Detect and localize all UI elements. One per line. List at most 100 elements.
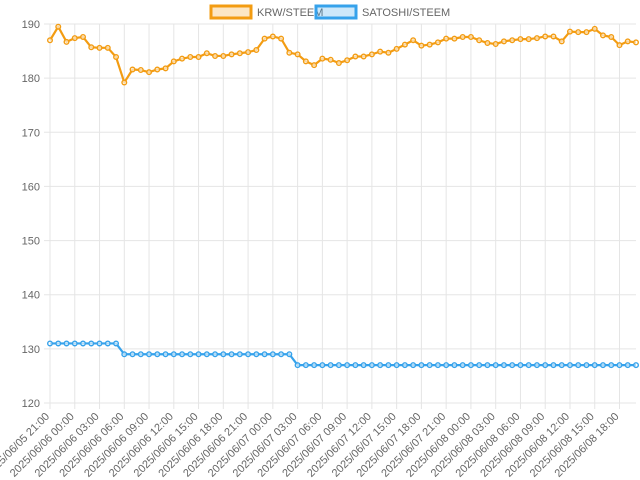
data-point[interactable] (335, 362, 342, 369)
data-point[interactable] (253, 46, 260, 53)
data-point[interactable] (212, 52, 219, 59)
data-point[interactable] (426, 41, 433, 48)
data-point[interactable] (608, 362, 615, 369)
data-point[interactable] (286, 351, 293, 358)
data-point[interactable] (154, 351, 161, 358)
data-point[interactable] (550, 362, 557, 369)
data-point[interactable] (319, 55, 326, 62)
data-point[interactable] (311, 62, 318, 69)
data-point[interactable] (212, 351, 219, 358)
data-point[interactable] (129, 351, 136, 358)
data-point[interactable] (96, 44, 103, 51)
data-point[interactable] (410, 37, 417, 44)
data-point[interactable] (377, 48, 384, 55)
data-point[interactable] (492, 362, 499, 369)
data-point[interactable] (278, 351, 285, 358)
data-point[interactable] (360, 362, 367, 369)
data-point[interactable] (591, 362, 598, 369)
data-point[interactable] (385, 362, 392, 369)
data-point[interactable] (121, 79, 128, 86)
data-point[interactable] (146, 69, 153, 76)
data-point[interactable] (509, 362, 516, 369)
data-point[interactable] (302, 58, 309, 65)
data-point[interactable] (575, 362, 582, 369)
data-point[interactable] (47, 340, 54, 347)
data-point[interactable] (599, 362, 606, 369)
data-point[interactable] (575, 29, 582, 36)
data-point[interactable] (525, 362, 532, 369)
data-point[interactable] (113, 54, 120, 61)
data-point[interactable] (633, 39, 640, 46)
data-point[interactable] (500, 362, 507, 369)
data-point[interactable] (269, 33, 276, 40)
data-point[interactable] (542, 362, 549, 369)
data-point[interactable] (500, 38, 507, 45)
data-point[interactable] (583, 29, 590, 36)
data-point[interactable] (492, 41, 499, 48)
data-point[interactable] (137, 351, 144, 358)
data-point[interactable] (327, 362, 334, 369)
data-point[interactable] (261, 35, 268, 42)
data-point[interactable] (583, 362, 590, 369)
data-point[interactable] (451, 35, 458, 42)
data-point[interactable] (443, 35, 450, 42)
data-point[interactable] (63, 38, 70, 45)
data-point[interactable] (426, 362, 433, 369)
data-point[interactable] (418, 42, 425, 49)
data-point[interactable] (385, 49, 392, 56)
data-point[interactable] (129, 66, 136, 73)
data-point[interactable] (162, 65, 169, 72)
data-point[interactable] (63, 340, 70, 347)
data-point[interactable] (476, 362, 483, 369)
data-point[interactable] (319, 362, 326, 369)
data-point[interactable] (484, 39, 491, 46)
data-point[interactable] (566, 362, 573, 369)
data-point[interactable] (335, 59, 342, 66)
data-point[interactable] (187, 54, 194, 61)
data-point[interactable] (121, 351, 128, 358)
data-point[interactable] (344, 362, 351, 369)
data-point[interactable] (96, 340, 103, 347)
data-point[interactable] (467, 362, 474, 369)
data-point[interactable] (236, 50, 243, 57)
data-point[interactable] (418, 362, 425, 369)
data-point[interactable] (377, 362, 384, 369)
data-point[interactable] (459, 362, 466, 369)
data-point[interactable] (80, 340, 87, 347)
data-point[interactable] (220, 351, 227, 358)
data-point[interactable] (368, 51, 375, 58)
data-point[interactable] (179, 351, 186, 358)
data-point[interactable] (393, 45, 400, 52)
data-point[interactable] (179, 55, 186, 62)
data-point[interactable] (550, 33, 557, 40)
data-point[interactable] (517, 362, 524, 369)
data-point[interactable] (146, 351, 153, 358)
data-point[interactable] (195, 54, 202, 61)
data-point[interactable] (302, 362, 309, 369)
data-point[interactable] (591, 25, 598, 32)
data-point[interactable] (401, 362, 408, 369)
data-point[interactable] (633, 362, 640, 369)
data-point[interactable] (542, 33, 549, 40)
data-point[interactable] (245, 351, 252, 358)
data-point[interactable] (170, 58, 177, 65)
data-point[interactable] (220, 52, 227, 59)
data-point[interactable] (533, 35, 540, 42)
data-point[interactable] (360, 53, 367, 60)
data-point[interactable] (311, 362, 318, 369)
data-point[interactable] (294, 51, 301, 58)
data-point[interactable] (443, 362, 450, 369)
data-point[interactable] (368, 362, 375, 369)
data-point[interactable] (55, 340, 62, 347)
data-point[interactable] (245, 49, 252, 56)
data-point[interactable] (410, 362, 417, 369)
data-point[interactable] (261, 351, 268, 358)
data-point[interactable] (170, 351, 177, 358)
data-point[interactable] (566, 28, 573, 35)
data-point[interactable] (624, 38, 631, 45)
data-point[interactable] (352, 53, 359, 60)
data-point[interactable] (517, 36, 524, 43)
data-point[interactable] (162, 351, 169, 358)
data-point[interactable] (327, 56, 334, 63)
data-point[interactable] (286, 49, 293, 56)
